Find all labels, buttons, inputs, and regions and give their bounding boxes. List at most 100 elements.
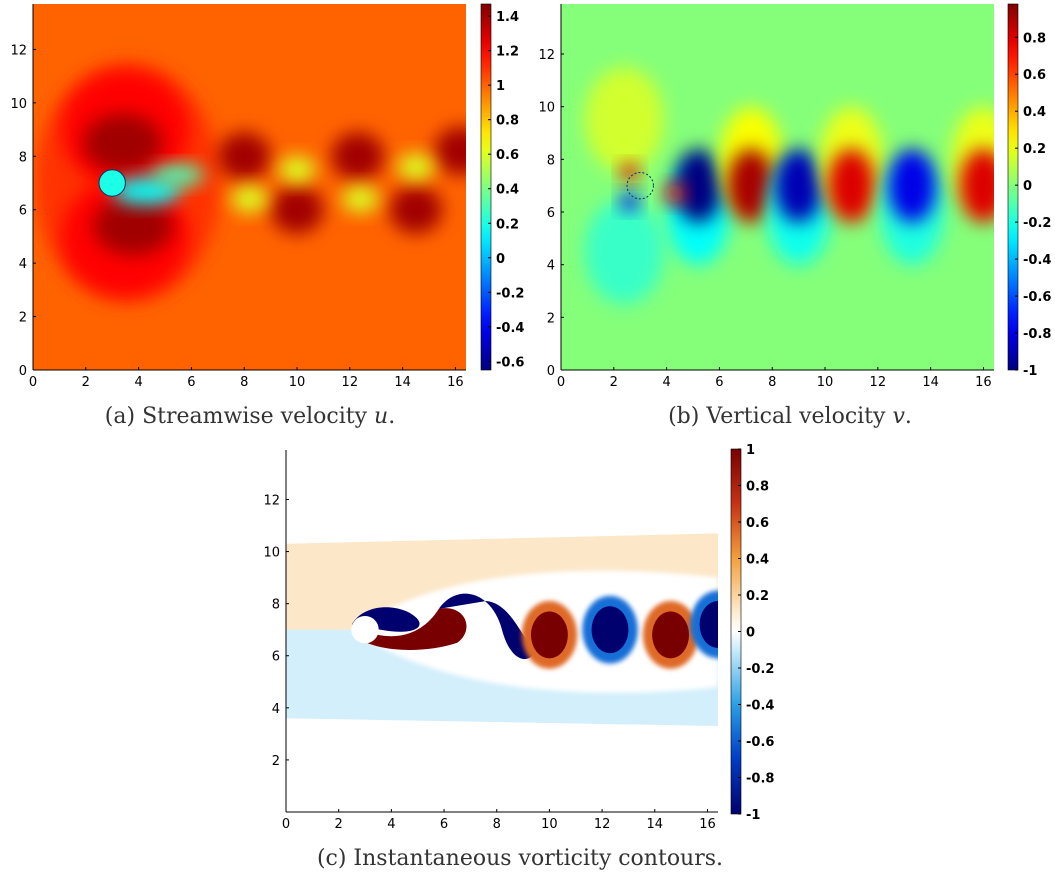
vortex-high-upper-2 bbox=[434, 126, 466, 175]
x-tick-label-b-3: 6 bbox=[715, 375, 723, 390]
x-tick-label-b-1: 2 bbox=[610, 375, 618, 390]
caption-c-text: (c) Instantaneous vorticity contours. bbox=[316, 846, 724, 871]
x-tick-label-b-2: 4 bbox=[662, 375, 670, 390]
vortex-low-lower-1 bbox=[341, 185, 379, 213]
vortex-high-upper-0 bbox=[217, 132, 271, 181]
x-tick-label-c-5: 10 bbox=[541, 817, 558, 832]
vortex-4 bbox=[888, 148, 936, 223]
vortex-low-upper-1 bbox=[397, 153, 435, 181]
cylinder-c bbox=[351, 616, 379, 644]
cbar-tick-label-a-2: -0.2 bbox=[496, 286, 524, 301]
y-tick-label-a-0: 0 bbox=[19, 364, 27, 379]
x-tick-label-a-7: 14 bbox=[394, 375, 411, 390]
x-tick-label-a-1: 2 bbox=[82, 375, 90, 390]
shed-blue-1 bbox=[438, 593, 537, 660]
y-tick-label-b-4: 8 bbox=[547, 153, 555, 168]
axes-a: 0 2 4 6 8 10 12 14 16 0 2 4 6 8 10 12 bbox=[10, 4, 466, 390]
caption-b-text: (b) Vertical velocity bbox=[668, 404, 886, 429]
y-tick-label-b-6: 12 bbox=[538, 48, 555, 63]
colorbar-c: -1 -0.8 -0.6 -0.4 -0.2 0 0.2 0.4 0.6 0.8 1 bbox=[730, 443, 774, 823]
near-wake bbox=[663, 183, 686, 205]
halo-2 bbox=[584, 198, 664, 305]
x-tick-label-b-4: 8 bbox=[768, 375, 776, 390]
caption-b: (b) Vertical velocity v. bbox=[580, 404, 1000, 429]
cyl-upper bbox=[620, 163, 639, 182]
y-tick-label-a-3: 6 bbox=[19, 204, 27, 219]
cyl-lower bbox=[620, 192, 639, 211]
field-c bbox=[286, 450, 718, 812]
colorbar-b: -1 -0.8 -0.6 -0.4 -0.2 0 0.2 0.4 0.6 0.8 bbox=[1007, 3, 1051, 379]
y-tick-label-c-0: 2 bbox=[272, 754, 280, 769]
cbar-tick-label-c-8: 0.6 bbox=[746, 516, 769, 531]
vortex-1 bbox=[727, 148, 775, 223]
vortex-core-1 bbox=[591, 606, 629, 654]
x-tick-label-a-3: 6 bbox=[187, 375, 195, 390]
cbar-tick-label-c-4: -0.2 bbox=[746, 662, 774, 677]
x-tick-label-b-5: 10 bbox=[817, 375, 834, 390]
axes-b: 0 2 4 6 8 10 12 14 16 0 2 4 6 8 10 12 bbox=[538, 4, 994, 390]
cbar-tick-label-a-7: 0.8 bbox=[496, 114, 519, 129]
vortex-core-3 bbox=[699, 601, 718, 648]
cylinder-a bbox=[98, 169, 126, 197]
y-tick-label-c-5: 12 bbox=[263, 493, 280, 508]
y-tick-label-c-2: 6 bbox=[272, 650, 280, 665]
cbar-tick-label-b-8: 0.6 bbox=[1023, 68, 1046, 83]
y-tick-label-a-4: 8 bbox=[19, 150, 27, 165]
cbar-tick-label-b-7: 0.4 bbox=[1023, 105, 1046, 120]
cbar-tick-label-c-7: 0.4 bbox=[746, 553, 769, 568]
vortex-low-lower-0 bbox=[231, 185, 268, 213]
cylinder-b bbox=[626, 171, 654, 200]
cbar-tick-label-c-9: 0.8 bbox=[746, 480, 769, 495]
vortex-2 bbox=[774, 148, 823, 223]
x-tick-label-c-3: 6 bbox=[440, 817, 448, 832]
colorbar-bar-a bbox=[480, 3, 492, 371]
y-tick-label-a-2: 4 bbox=[19, 257, 27, 272]
y-tick-label-b-0: 0 bbox=[547, 364, 555, 379]
x-tick-label-c-0: 0 bbox=[282, 817, 290, 832]
y-tick-label-b-2: 4 bbox=[547, 259, 555, 274]
x-tick-label-b-0: 0 bbox=[557, 375, 565, 390]
x-tick-label-c-8: 16 bbox=[699, 817, 716, 832]
cbar-tick-label-c-6: 0.2 bbox=[746, 589, 769, 604]
cbar-tick-label-c-0: -1 bbox=[746, 808, 760, 823]
vortex-high-lower-1 bbox=[389, 185, 443, 234]
x-tick-label-a-6: 12 bbox=[342, 375, 359, 390]
y-tick-label-a-5: 10 bbox=[10, 97, 27, 112]
cbar-tick-label-c-3: -0.4 bbox=[746, 699, 774, 714]
caption-c: (c) Instantaneous vorticity contours. bbox=[270, 846, 770, 871]
vortex-low-upper-0 bbox=[278, 156, 316, 183]
y-tick-label-a-6: 12 bbox=[10, 43, 27, 58]
caption-a-var: u bbox=[374, 404, 389, 429]
cbar-tick-label-b-5: 0 bbox=[1023, 179, 1032, 194]
cbar-tick-label-b-6: 0.2 bbox=[1023, 142, 1046, 157]
halo-1 bbox=[584, 67, 664, 173]
cbar-tick-label-a-6: 0.6 bbox=[496, 148, 519, 163]
vortex-5 bbox=[959, 148, 994, 223]
cbar-tick-label-b-1: -0.8 bbox=[1023, 327, 1051, 342]
cbar-tick-label-b-0: -1 bbox=[1023, 364, 1037, 379]
vortex-0 bbox=[674, 148, 723, 223]
vortex-3 bbox=[827, 148, 876, 223]
x-tick-label-b-6: 12 bbox=[870, 375, 887, 390]
cbar-tick-label-c-10: 1 bbox=[746, 443, 755, 458]
wake-core bbox=[112, 177, 181, 205]
cbar-tick-label-c-1: -0.8 bbox=[746, 772, 774, 787]
x-tick-label-a-8: 16 bbox=[447, 375, 464, 390]
y-tick-label-a-1: 2 bbox=[19, 311, 27, 326]
cbar-tick-label-a-8: 1 bbox=[496, 79, 505, 94]
x-tick-label-a-2: 4 bbox=[134, 375, 142, 390]
x-tick-label-c-7: 14 bbox=[647, 817, 664, 832]
cbar-tick-label-b-9: 0.8 bbox=[1023, 31, 1046, 46]
x-tick-label-c-2: 4 bbox=[387, 817, 395, 832]
shear-lower bbox=[351, 608, 467, 650]
cbar-tick-label-b-4: -0.2 bbox=[1023, 216, 1051, 231]
caption-b-end: . bbox=[904, 404, 912, 429]
cbar-tick-label-a-1: -0.4 bbox=[496, 321, 524, 336]
colorbar-bar-b bbox=[1007, 3, 1019, 371]
cbar-tick-label-a-3: 0 bbox=[496, 252, 505, 267]
cbar-tick-label-a-10: 1.4 bbox=[496, 10, 519, 25]
field-b bbox=[561, 4, 994, 370]
y-tick-label-c-3: 8 bbox=[272, 598, 280, 613]
x-tick-label-a-0: 0 bbox=[29, 375, 37, 390]
